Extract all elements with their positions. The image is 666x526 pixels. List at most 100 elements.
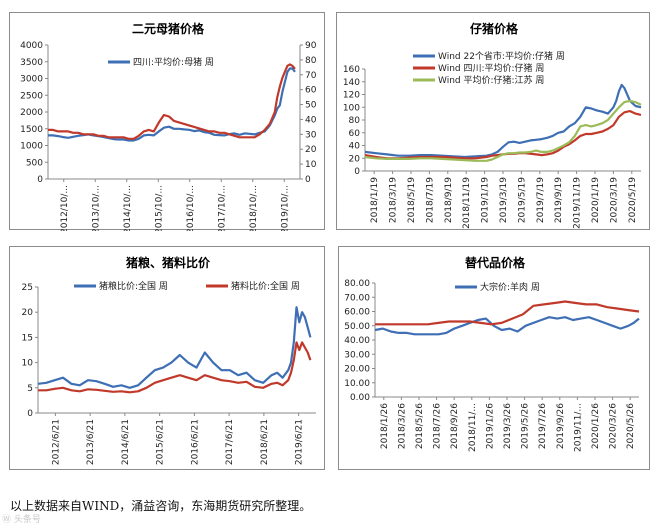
x-tick-label: 2020/1/26 <box>591 403 601 449</box>
ratio-chart: 猪粮、猪料比价 0 5 10 15 20 25 2012/6/21 2013/6/21 2014/… <box>22 255 316 465</box>
y2-tick-label: 60 <box>305 86 317 96</box>
y-tick-label: 80 <box>349 116 361 126</box>
y-tick-label: 1000 <box>20 142 43 152</box>
y-tick-label: 50.00 <box>344 322 370 332</box>
x-tick-label: 2018/5/19 <box>407 177 417 223</box>
series-line-0 <box>37 306 312 389</box>
x-tick-label: 2012/10/... <box>60 185 70 231</box>
x-tick-label: 2020/3/19 <box>609 177 619 223</box>
legend-label: Wind 22个省市:平均价:仔猪 周 <box>438 50 565 62</box>
x-tick-label: 2018/6/21 <box>260 419 270 465</box>
y-tick-label: 15 <box>22 333 33 343</box>
x-tick-label: 2017/10/... <box>217 185 227 231</box>
y-tick-label: 500 <box>26 158 43 168</box>
x-tick-label: 2018/7/19 <box>425 177 435 223</box>
y-tick-label: 30.00 <box>344 350 370 360</box>
x-tick-label: 2018/11/19 <box>462 177 472 229</box>
y-tick-label: 4000 <box>20 41 43 51</box>
y2-tick-label: 40 <box>305 115 317 125</box>
watermark: Ⓦ 头条号 <box>2 515 41 525</box>
piglet-price-chart-panel: 仔猪价格 0 20 40 60 80 100 120 140 160 2018/1/19 2018/3… <box>336 12 650 230</box>
y2-tick-label: 20 <box>305 145 317 155</box>
y-tick-label: 160 <box>343 65 360 75</box>
y-tick-label: 3000 <box>20 75 43 85</box>
y-tick-label: 80.00 <box>344 279 370 289</box>
y-tick-label: 2000 <box>20 108 43 118</box>
y-tick-label: 0 <box>354 167 360 177</box>
chart-title: 猪粮、猪料比价 <box>125 255 211 270</box>
y-tick-label: 0 <box>37 175 43 185</box>
legend-label: Wind 四川:平均价:仔猪 周 <box>438 62 544 74</box>
x-tick-label: 2019/3/19 <box>499 177 509 223</box>
y-tick-label: 20.00 <box>344 365 370 375</box>
legend-label: 猪料比价:全国 周 <box>231 280 300 292</box>
y-tick-label: 3500 <box>20 58 43 68</box>
substitute-price-chart: 替代品价格 0.00 10.00 20.00 30.00 40.00 50.00 60.00 7… <box>344 255 640 452</box>
y-tick-label: 10.00 <box>344 379 370 389</box>
x-tick-label: 2019/1/26 <box>485 403 495 449</box>
x-tick-label: 2019/3/26 <box>503 403 513 449</box>
x-tick-label: 2018/5/26 <box>415 403 425 449</box>
x-tick-label: 2018/3/26 <box>397 403 407 449</box>
y2-tick-label: 70 <box>305 71 317 81</box>
x-tick-label: 2013/10/... <box>91 185 101 231</box>
y-tick-label: 2500 <box>20 91 43 101</box>
series-line-1 <box>48 63 296 140</box>
x-tick-label: 2018/10/... <box>249 185 259 231</box>
x-tick-label: 2012/6/21 <box>51 419 61 465</box>
ratio-chart-panel: 猪粮、猪料比价 0 5 10 15 20 25 2012/6/21 2013/6/21 2014/… <box>9 246 325 470</box>
chart-title: 二元母猪价格 <box>132 21 205 36</box>
x-tick-label: 2018/1/26 <box>380 403 390 449</box>
series-line-1 <box>375 300 640 326</box>
x-tick-label: 2019/1/19 <box>481 177 491 223</box>
y2-tick-label: 80 <box>305 56 317 66</box>
y2-tick-label: 10 <box>305 160 317 170</box>
y-tick-label: 40.00 <box>344 336 370 346</box>
series-line-0 <box>48 67 296 142</box>
x-tick-label: 2018/9/26 <box>450 403 460 449</box>
x-tick-label: 2020/5/19 <box>628 177 638 223</box>
source-note: 以上数据来自WIND，涌益咨询，东海期货研究所整理。 <box>10 499 312 513</box>
x-tick-label: 2019/7/19 <box>536 177 546 223</box>
series-line-1 <box>38 341 312 394</box>
x-tick-label: 2018/7/26 <box>433 403 443 449</box>
x-tick-label: 2013/6/21 <box>86 419 96 465</box>
y-tick-label: 25 <box>22 283 33 293</box>
y2-tick-label: 50 <box>305 101 317 111</box>
y-tick-label: 0.00 <box>350 393 370 403</box>
y-tick-label: 20 <box>22 308 34 318</box>
legend-label: Wind 平均价:仔猪:江苏 周 <box>438 74 544 86</box>
x-tick-label: 2017/6/21 <box>225 419 235 465</box>
y-tick-label: 40 <box>349 142 361 152</box>
y-tick-label: 1500 <box>20 125 43 135</box>
y-tick-label: 10 <box>22 359 34 369</box>
x-tick-label: 2019/5/26 <box>521 403 531 449</box>
series-line-1 <box>364 109 642 160</box>
x-tick-label: 2015/10/... <box>154 185 164 231</box>
series-line-0 <box>364 83 642 159</box>
x-tick-label: 2016/6/21 <box>190 419 200 465</box>
x-tick-label: 2018/1/19 <box>370 177 380 223</box>
x-tick-label: 2019/5/19 <box>517 177 527 223</box>
x-tick-label: 2020/5/26 <box>626 403 636 449</box>
series-line-0 <box>374 316 640 336</box>
legend-label: 四川:平均价:母猪 周 <box>133 56 214 68</box>
x-tick-label: 2020/3/26 <box>609 403 619 449</box>
chart-title: 仔猪价格 <box>470 21 519 36</box>
y-tick-label: 100 <box>343 103 360 113</box>
x-tick-label: 2020/1/19 <box>591 177 601 223</box>
chart-title: 替代品价格 <box>465 255 526 270</box>
sow-price-chart-panel: 二元母猪价格 0 500 1000 1500 2000 2500 3000 3500 4000 0 1… <box>9 12 325 231</box>
x-tick-label: 2019/11/... <box>573 403 583 452</box>
x-tick-label: 2019/6/21 <box>295 419 305 465</box>
sow-price-chart: 二元母猪价格 0 500 1000 1500 2000 2500 3000 3500 4000 0 1… <box>20 21 317 231</box>
y-tick-label: 60.00 <box>344 308 370 318</box>
x-tick-label: 2016/10/... <box>186 185 196 231</box>
y2-tick-label: 30 <box>305 130 317 140</box>
x-tick-label: 2019/7/26 <box>538 403 548 449</box>
y-tick-label: 60 <box>349 129 361 139</box>
x-tick-label: 2019/9/19 <box>554 177 564 223</box>
x-tick-label: 2019/9/26 <box>556 403 566 449</box>
x-tick-label: 2015/6/21 <box>156 419 166 465</box>
x-tick-label: 2018/9/19 <box>444 177 454 223</box>
